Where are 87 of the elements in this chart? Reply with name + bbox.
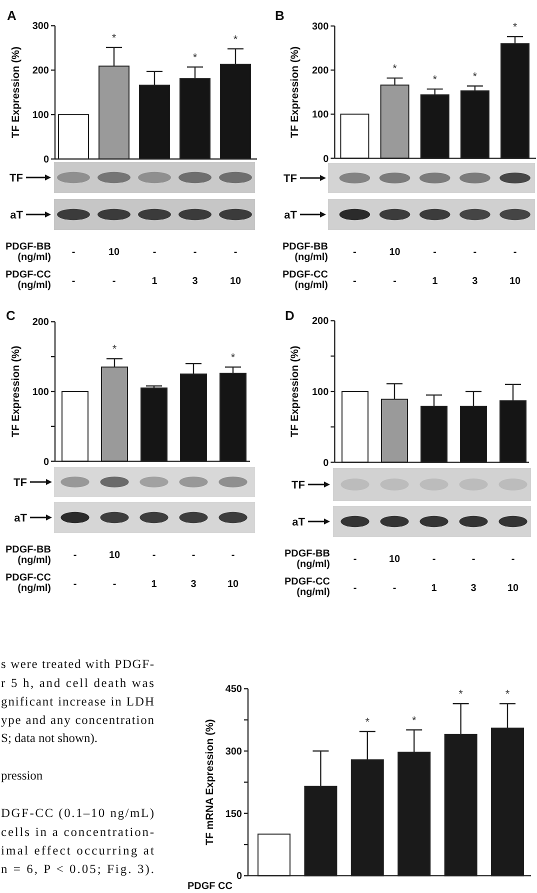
y-tick-label: 200 [312,66,330,77]
category-label: - - [353,247,356,287]
y-tick-label: 200 [32,66,50,77]
category-label: 10 - [389,247,400,287]
data-label: * [192,52,198,64]
data-label: * [472,70,478,83]
text: ype and any concentration [1,713,155,727]
text: PDGF-CC (ng/ml) [5,270,51,291]
category-label: - - [73,550,77,590]
category-label: - 1 [432,247,438,287]
data-label: * [412,714,417,727]
y-tick-label: 0 [323,154,330,165]
y-tick-label: 200 [312,316,330,328]
data-label: * [505,688,510,701]
text: PDGF-CC (ng/ml) [282,270,328,291]
category-label: 10 - [108,550,120,590]
text: PDGF-CC (ng/ml) [284,576,330,598]
text: TF [292,480,306,492]
text: S; data not shown). [1,731,98,745]
text: PDGF-BB (ng/ml) [5,544,51,566]
text: DGF-CC (0.1–10 ng/mL) [1,806,154,820]
data-label: * [112,344,118,356]
category-label: - - [353,554,357,594]
y-tick-label: 100 [32,110,50,122]
text: PDGF-BB (ng/ml) [282,242,328,263]
y-axis-title: TF Expression (%) [289,46,301,138]
chart-title: C [6,308,16,323]
category-label: 10 - [108,247,120,287]
y-tick-label: 100 [312,387,330,398]
category-label: - 10 [227,550,239,590]
text: cells in a concentration- [1,825,154,839]
y-tick-label: 300 [32,21,50,32]
category-label: - 3 [472,247,478,287]
text: pression [1,768,44,782]
x-axis-title: PDGF CC [188,881,232,892]
y-axis-title: TF Expression (%) [289,346,301,438]
y-tick-label: 300 [225,746,242,758]
category-label: - - [72,247,76,287]
text: PDGF-CC (ng/ml) [5,572,51,594]
category-label: 10 - [388,554,400,594]
text: TF [10,172,24,184]
chart-title: B [275,8,284,23]
text: aT [292,516,306,528]
data-label: * [458,688,464,701]
text: aT [10,210,24,222]
text: r 5 h, and cell death was [1,676,154,690]
y-tick-label: 0 [236,871,242,882]
data-label: * [365,716,370,728]
category-label: - 1 [431,554,437,594]
y-tick-label: 150 [225,808,242,820]
text: n = 6, P < 0.05; Fig. 3). [1,862,154,876]
category-label: - 10 [230,247,242,287]
chart-title: D [285,308,294,323]
y-axis-title: TF Expression (%) [10,346,22,438]
category-label: - 3 [470,554,476,594]
text: PDGF-BB (ng/ml) [284,548,330,570]
data-label: * [432,74,438,86]
text: TF [14,477,28,489]
y-axis-title: TF Expression (%) [10,46,22,138]
text: imal effect occurring at [1,844,155,858]
y-tick-label: 0 [43,154,50,166]
y-tick-label: 300 [312,22,330,32]
text: aT [284,210,298,222]
text: TF [284,173,298,185]
data-label: * [233,34,238,46]
y-tick-label: 100 [32,387,50,398]
data-label: * [512,22,518,34]
data-label: * [112,32,117,44]
data-label: * [230,352,236,364]
category-label: - 1 [152,247,158,287]
category-label: - 3 [190,550,196,590]
text: gnificant increase in LDH [1,694,154,708]
text: PDGF-BB (ng/ml) [5,242,51,263]
category-label: - 1 [151,550,157,590]
text: aT [14,512,28,524]
y-tick-label: 0 [323,458,330,469]
data-label: * [392,63,398,76]
category-label: - 10 [507,554,519,594]
y-axis-title: TF mRNA Expression (%) [204,719,216,846]
y-tick-label: 200 [32,317,50,328]
y-tick-label: 0 [43,456,50,468]
chart-title: A [7,8,17,23]
category-label: - 10 [509,247,521,287]
category-label: - 3 [192,247,198,287]
text: s were treated with PDGF- [1,657,154,671]
y-tick-label: 450 [225,684,242,696]
y-tick-label: 100 [312,110,330,121]
